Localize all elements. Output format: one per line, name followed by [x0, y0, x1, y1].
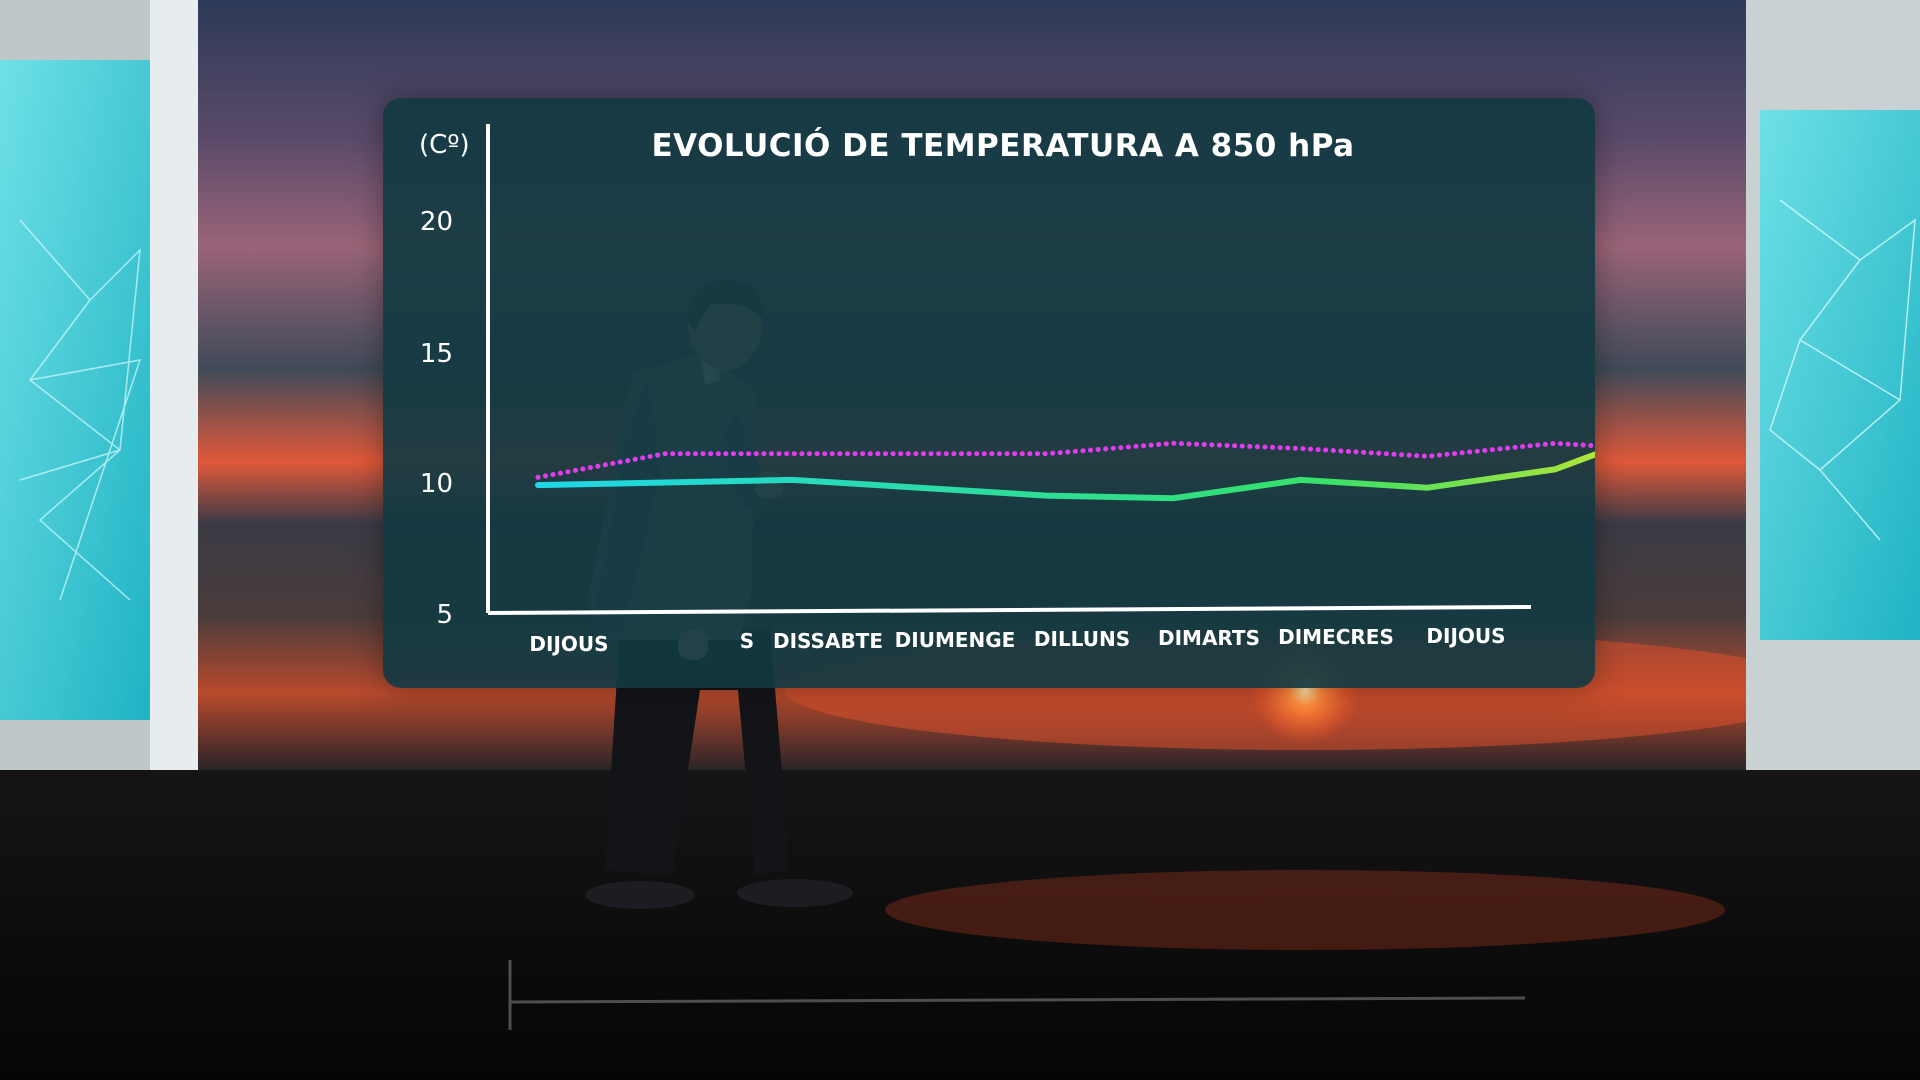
x-tick-label: DIUMENGE [894, 628, 1016, 652]
series-line-temperature-solid [535, 451, 1595, 502]
series-line-temperature-dotted [535, 440, 1595, 480]
x-tick-label: DIJOUS [529, 632, 609, 656]
chart-title: EVOLUCIÓ DE TEMPERATURA A 850 hPa [651, 128, 1355, 164]
chart-panel: EVOLUCIÓ DE TEMPERATURA A 850 hPa (Cº) 2… [383, 98, 1595, 688]
floor-reflection [508, 960, 1526, 1030]
x-tick-label: DIMARTS [1158, 626, 1260, 650]
x-tick-label: DISSABTE [773, 629, 883, 653]
y-tick-label: 10 [419, 469, 453, 499]
chart-plot [486, 124, 1595, 615]
x-tick-label: DIJOUS [1426, 624, 1506, 648]
x-tick-label: S [739, 629, 755, 653]
x-axis-line [487, 605, 1532, 615]
x-tick-label: DIMECRES [1278, 625, 1394, 649]
y-tick-label: 5 [436, 600, 453, 630]
y-axis-unit: (Cº) [419, 130, 470, 160]
y-tick-label: 15 [419, 339, 453, 369]
x-tick-label: DILLUNS [1033, 627, 1131, 651]
y-tick-label: 20 [419, 207, 453, 237]
